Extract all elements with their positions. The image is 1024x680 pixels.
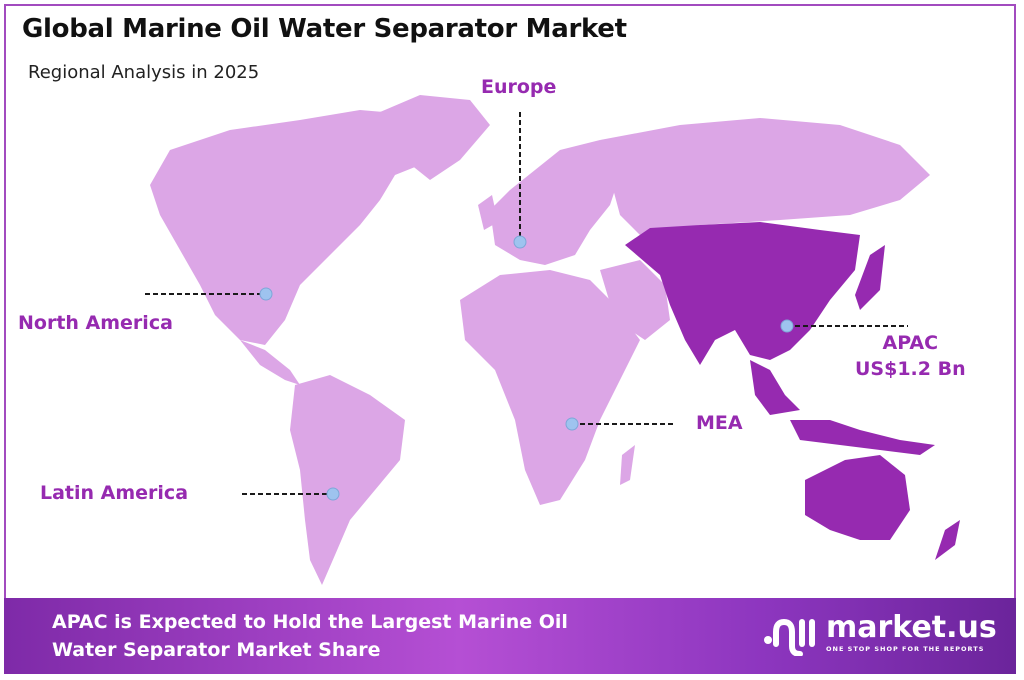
leader-lines	[145, 112, 908, 495]
latin-america-marker	[326, 487, 340, 501]
japan-shape	[855, 245, 885, 310]
land-default	[150, 95, 930, 585]
australia-shape	[805, 455, 910, 540]
north-america-shape	[150, 110, 450, 345]
label-apac: APAC US$1.2 Bn	[855, 330, 966, 382]
southeast-asia-shape	[750, 360, 800, 415]
label-mea: MEA	[696, 412, 743, 434]
europe-shape	[490, 140, 620, 265]
world-map	[145, 95, 960, 585]
greenland-shape	[380, 95, 490, 180]
land-highlight-apac	[625, 222, 960, 560]
banner-line-1: APAC is Expected to Hold the Largest Mar…	[52, 611, 568, 633]
africa-shape	[460, 270, 640, 505]
russia-shape	[600, 118, 930, 235]
asia-shape	[625, 222, 860, 365]
market-us-logo: market.us ONE STOP SHOP FOR THE REPORTS	[762, 610, 997, 656]
banner-line-2: Water Separator Market Share	[52, 639, 381, 661]
south-america-shape	[290, 375, 405, 585]
apac-marker	[780, 319, 794, 333]
label-north-america: North America	[18, 312, 173, 334]
label-latin-america: Latin America	[40, 482, 189, 504]
page-subtitle: Regional Analysis in 2025	[28, 62, 260, 83]
logo-tagline: ONE STOP SHOP FOR THE REPORTS	[826, 645, 985, 653]
footer-banner: APAC is Expected to Hold the Largest Mar…	[4, 598, 1016, 674]
banner-text: APAC is Expected to Hold the Largest Mar…	[52, 608, 568, 664]
uk-shape	[478, 195, 498, 230]
middle-east-shape	[600, 260, 670, 340]
market-us-logo-icon	[764, 618, 815, 656]
north-america-marker	[259, 287, 273, 301]
madagascar-shape	[620, 445, 635, 485]
new-zealand-shape	[935, 520, 960, 560]
indonesia-shape	[790, 420, 935, 455]
markers	[259, 235, 794, 501]
logo-name: market.us	[826, 610, 997, 645]
mea-marker	[565, 417, 579, 431]
apac-name: APAC	[882, 332, 939, 354]
label-europe: Europe	[481, 76, 557, 98]
apac-value: US$1.2 Bn	[855, 358, 966, 380]
europe-marker	[513, 235, 527, 249]
central-america-shape	[240, 340, 300, 385]
page-title: Global Marine Oil Water Separator Market	[22, 14, 627, 44]
